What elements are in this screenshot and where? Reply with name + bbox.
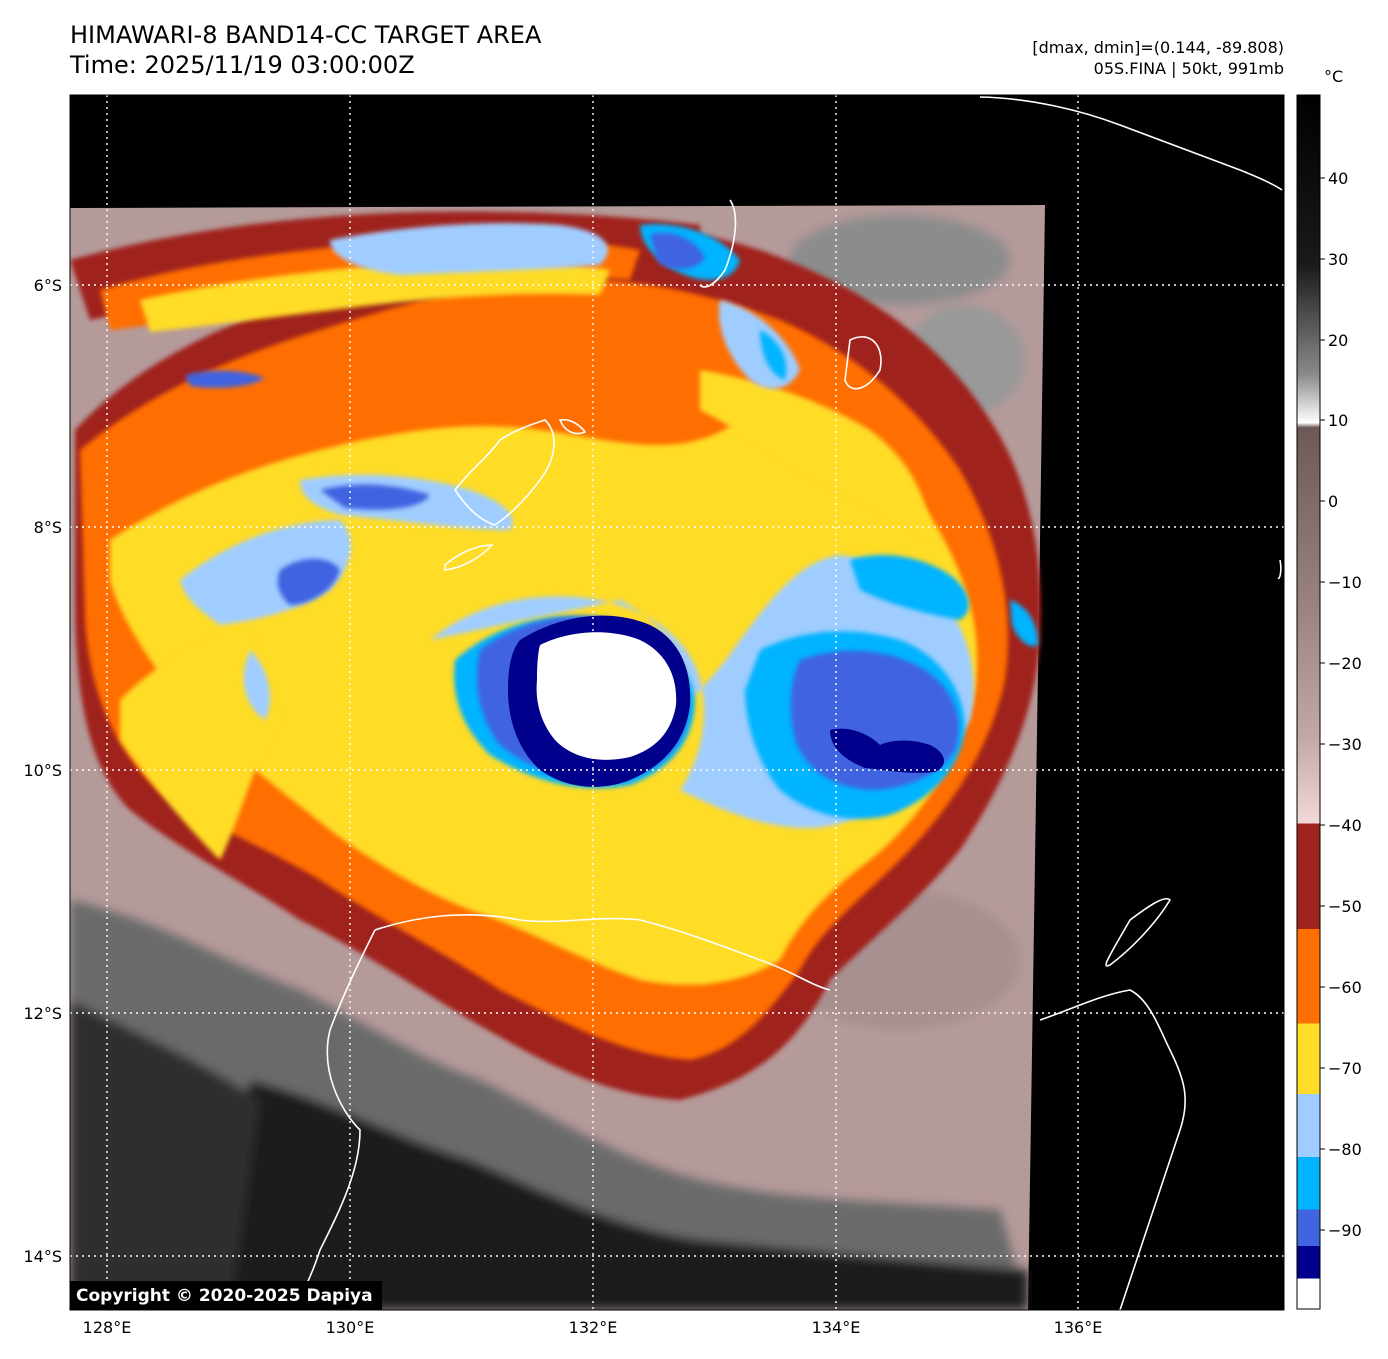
lat-label-8s: 8°S [34, 518, 62, 537]
cloud-layers [70, 211, 1041, 1101]
lat-label-6s: 6°S [34, 276, 62, 295]
colorbar [1296, 94, 1321, 1310]
cbar-tick-minus50: −50 [1328, 897, 1362, 916]
copyright-box [70, 1281, 382, 1310]
title-line-1: HIMAWARI-8 BAND14-CC TARGET AREA [70, 21, 542, 49]
cbar-tick-minus20: −20 [1328, 654, 1362, 673]
chart-title: HIMAWARI-8 BAND14-CC TARGET AREA Time: 2… [70, 20, 541, 80]
cbar-tick-20: 20 [1328, 331, 1348, 350]
cbar-tick-minus40: −40 [1328, 816, 1362, 835]
info-line-1: [dmax, dmin]=(0.144, -89.808) [1032, 38, 1284, 57]
map-frame [69, 94, 1285, 1311]
cbar-tick-minus10: −10 [1328, 573, 1362, 592]
lat-label-10s: 10°S [23, 761, 62, 780]
lon-label-130e: 130°E [326, 1318, 375, 1337]
cbar-tick-0: 0 [1328, 492, 1338, 511]
colorbar-ticks: 40 30 20 10 0 −10 −20 −30 −40 −50 −60 −7… [1320, 169, 1362, 1240]
info-line-2: 05S.FINA | 50kt, 991mb [1093, 59, 1284, 78]
cbar-tick-30: 30 [1328, 250, 1348, 269]
lon-label-136e: 136°E [1054, 1318, 1103, 1337]
longitude-labels: 128°E 130°E 132°E 134°E 136°E [83, 1318, 1103, 1337]
cbar-tick-minus60: −60 [1328, 978, 1362, 997]
storm-info: [dmax, dmin]=(0.144, -89.808) 05S.FINA |… [1032, 37, 1284, 79]
lat-label-12s: 12°S [23, 1004, 62, 1023]
title-line-2: Time: 2025/11/19 03:00:00Z [70, 51, 415, 79]
coastlines [289, 96, 1283, 1310]
cbar-tick-40: 40 [1328, 169, 1348, 188]
cbar-tick-10: 10 [1328, 411, 1348, 430]
coldest-cloud-tops [536, 632, 677, 760]
lon-label-132e: 132°E [569, 1318, 618, 1337]
graticule [70, 95, 1284, 1310]
latitude-labels: 6°S 8°S 10°S 12°S 14°S [23, 276, 62, 1266]
copyright-text: Copyright © 2020-2025 Dapiya [76, 1286, 373, 1306]
cbar-tick-minus80: −80 [1328, 1140, 1362, 1159]
cbar-tick-minus70: −70 [1328, 1059, 1362, 1078]
colorbar-unit: °C [1324, 67, 1344, 86]
lat-label-14s: 14°S [23, 1247, 62, 1266]
lon-label-134e: 134°E [812, 1318, 861, 1337]
lon-label-128e: 128°E [83, 1318, 132, 1337]
satellite-map: Copyright © 2020-2025 Dapiya [70, 95, 1284, 1310]
cbar-tick-minus90: −90 [1328, 1221, 1362, 1240]
cbar-tick-minus30: −30 [1328, 735, 1362, 754]
